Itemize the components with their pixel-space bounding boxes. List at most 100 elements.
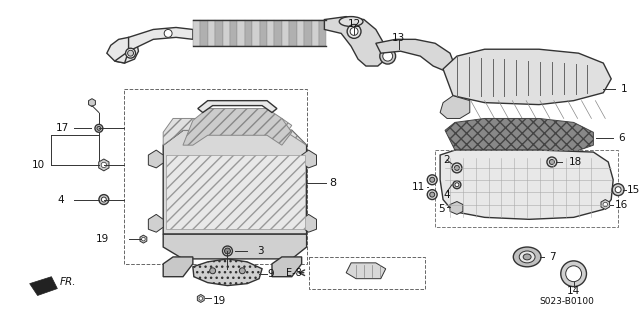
Polygon shape [244, 19, 252, 46]
Circle shape [455, 183, 459, 187]
Polygon shape [88, 99, 95, 107]
Polygon shape [260, 19, 267, 46]
Polygon shape [237, 19, 244, 46]
Circle shape [428, 190, 437, 200]
Circle shape [549, 160, 554, 165]
Circle shape [127, 50, 134, 56]
Polygon shape [450, 202, 463, 214]
Text: 5: 5 [438, 204, 445, 214]
Polygon shape [99, 159, 109, 171]
Circle shape [453, 181, 461, 189]
Polygon shape [197, 294, 204, 302]
Polygon shape [601, 200, 609, 210]
Circle shape [615, 187, 621, 193]
Polygon shape [163, 130, 307, 234]
Text: 18: 18 [569, 157, 582, 167]
Circle shape [347, 25, 361, 38]
Polygon shape [193, 19, 200, 46]
Polygon shape [319, 19, 326, 46]
Polygon shape [148, 214, 163, 232]
Text: 19: 19 [95, 234, 109, 244]
Polygon shape [376, 39, 455, 71]
Text: 13: 13 [392, 33, 405, 43]
Text: 3: 3 [257, 246, 264, 256]
Text: 11: 11 [412, 182, 425, 192]
Circle shape [125, 48, 136, 58]
Polygon shape [301, 150, 317, 168]
Circle shape [199, 297, 202, 300]
Polygon shape [183, 108, 292, 145]
Circle shape [225, 249, 230, 254]
Text: 4: 4 [444, 189, 450, 200]
Polygon shape [163, 257, 193, 277]
Polygon shape [346, 263, 386, 279]
Circle shape [429, 177, 435, 182]
Polygon shape [289, 19, 297, 46]
Text: 10: 10 [31, 160, 45, 170]
Text: 16: 16 [615, 199, 628, 210]
Circle shape [101, 162, 106, 167]
Text: 9: 9 [267, 269, 274, 279]
Polygon shape [163, 118, 307, 145]
Circle shape [97, 126, 101, 130]
Text: 14: 14 [567, 286, 580, 295]
Polygon shape [198, 101, 277, 113]
Circle shape [239, 268, 245, 274]
Polygon shape [223, 19, 230, 46]
Text: 4: 4 [58, 195, 64, 204]
Polygon shape [440, 150, 613, 219]
Circle shape [350, 27, 358, 35]
Polygon shape [443, 49, 611, 105]
Circle shape [566, 266, 582, 282]
Polygon shape [282, 19, 289, 46]
Text: 15: 15 [627, 185, 640, 195]
Polygon shape [440, 96, 470, 118]
Text: E-8: E-8 [286, 268, 301, 278]
Polygon shape [140, 235, 147, 243]
Polygon shape [252, 19, 260, 46]
Polygon shape [297, 19, 304, 46]
Circle shape [429, 192, 435, 197]
Text: 1: 1 [621, 84, 628, 94]
Polygon shape [29, 277, 58, 295]
Polygon shape [312, 19, 319, 46]
Polygon shape [301, 214, 317, 232]
Ellipse shape [523, 254, 531, 260]
Polygon shape [208, 19, 215, 46]
Circle shape [547, 157, 557, 167]
Text: 8: 8 [330, 178, 337, 188]
Polygon shape [193, 259, 262, 286]
Circle shape [141, 237, 145, 241]
Text: FR.: FR. [60, 277, 76, 287]
Circle shape [164, 29, 172, 37]
Ellipse shape [339, 17, 363, 26]
Ellipse shape [380, 48, 396, 64]
Polygon shape [107, 37, 138, 63]
Circle shape [454, 166, 460, 170]
Polygon shape [200, 19, 208, 46]
Circle shape [603, 202, 607, 207]
Polygon shape [115, 27, 193, 63]
Text: 17: 17 [56, 123, 69, 133]
Circle shape [612, 184, 624, 196]
Ellipse shape [519, 251, 535, 263]
Polygon shape [215, 19, 223, 46]
Text: 2: 2 [444, 155, 450, 165]
Polygon shape [275, 19, 282, 46]
Text: S023-B0100: S023-B0100 [540, 297, 594, 306]
Polygon shape [163, 234, 307, 259]
Polygon shape [166, 155, 305, 229]
Circle shape [428, 175, 437, 185]
Polygon shape [148, 150, 163, 168]
Circle shape [95, 124, 103, 132]
Circle shape [225, 248, 230, 254]
Circle shape [561, 261, 586, 286]
Circle shape [99, 195, 109, 204]
Polygon shape [445, 118, 593, 155]
Ellipse shape [513, 247, 541, 267]
Polygon shape [272, 257, 301, 277]
Circle shape [223, 246, 232, 256]
Polygon shape [230, 19, 237, 46]
Circle shape [452, 163, 462, 173]
Text: 19: 19 [212, 296, 226, 307]
